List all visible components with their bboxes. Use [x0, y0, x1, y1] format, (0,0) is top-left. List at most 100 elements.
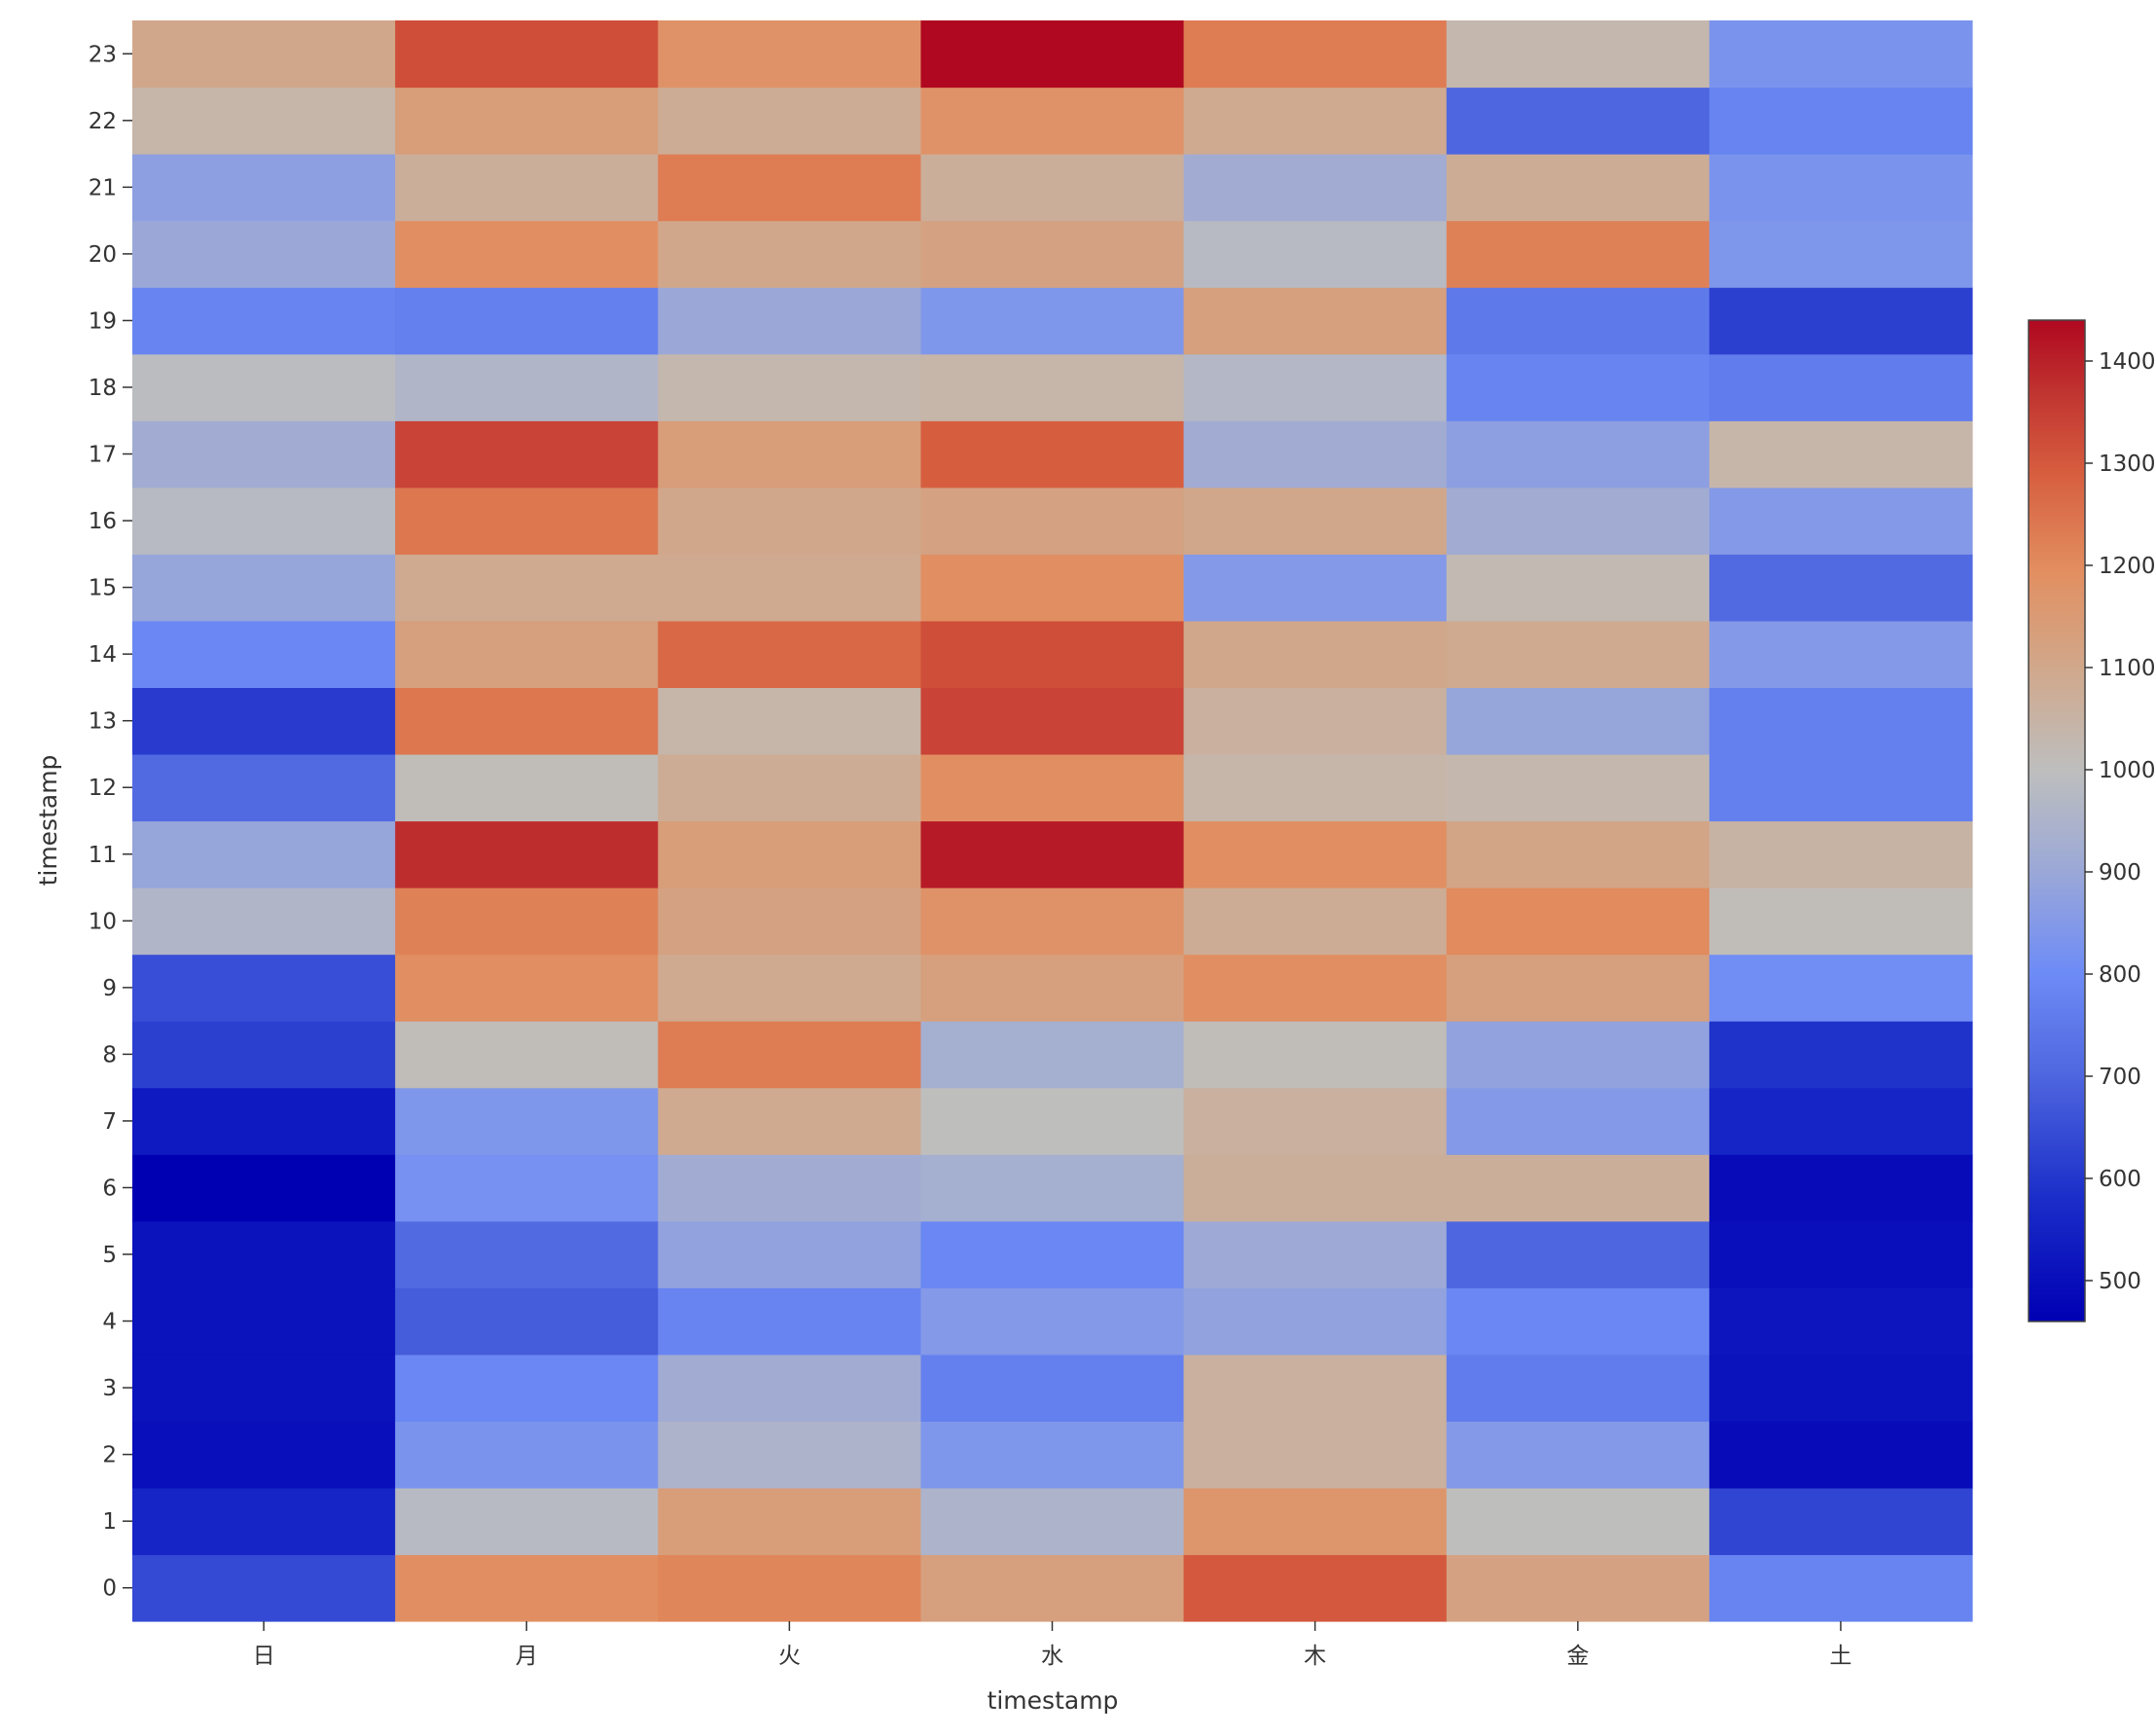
- heatmap-cell: [1446, 753, 1710, 822]
- heatmap-cell: [658, 1021, 922, 1089]
- x-tick-label: 金: [1566, 1644, 1589, 1669]
- y-tick-label: 12: [89, 776, 117, 801]
- heatmap-cell: [395, 687, 659, 755]
- heatmap-cell: [658, 353, 922, 421]
- heatmap-cell: [658, 220, 922, 288]
- heatmap-cell: [395, 753, 659, 822]
- colorbar-tick-label: 800: [2099, 962, 2141, 988]
- heatmap-cell: [132, 487, 396, 555]
- heatmap-cell: [132, 220, 396, 288]
- y-tick-label: 2: [102, 1443, 117, 1468]
- y-tick-label: 20: [89, 242, 117, 268]
- heatmap-cell: [395, 154, 659, 222]
- heatmap-cell: [395, 87, 659, 155]
- colorbar: 500 600 700 800 900 1000 1100 1200 1300 1400: [2028, 319, 2156, 1322]
- heatmap-cell: [132, 20, 396, 89]
- heatmap-cell: [920, 420, 1185, 488]
- heatmap-cell: [1183, 20, 1448, 89]
- heatmap-cell: [658, 954, 922, 1022]
- colorbar-tick-label: 1200: [2099, 554, 2156, 579]
- heatmap-cell: [658, 1354, 922, 1422]
- heatmap-cell: [920, 220, 1185, 288]
- heatmap-cell: [1446, 1087, 1710, 1155]
- heatmap-cell: [132, 887, 396, 956]
- heatmap-cell: [1708, 353, 1973, 421]
- heatmap-cell: [1446, 20, 1710, 89]
- heatmap-cell: [920, 1354, 1185, 1422]
- y-tick-label: 16: [89, 509, 117, 534]
- colorbar-tick-label: 700: [2099, 1065, 2141, 1090]
- y-tick-label: 15: [89, 576, 117, 601]
- colorbar-tick-label: 1400: [2099, 349, 2156, 375]
- heatmap-cell: [658, 287, 922, 355]
- heatmap-cell: [395, 554, 659, 622]
- colorbar-ticks: 500 600 700 800 900 1000 1100 1200 1300 1400: [2085, 349, 2156, 1294]
- y-tick-label: 23: [89, 42, 117, 67]
- heatmap-cell: [132, 1021, 396, 1089]
- heatmap-cell: [658, 420, 922, 488]
- heatmap-cell: [1183, 1154, 1448, 1222]
- heatmap-cell: [1183, 820, 1448, 888]
- y-tick-label: 11: [89, 843, 117, 868]
- heatmap-cell: [1708, 20, 1973, 89]
- heatmap-cell: [1183, 154, 1448, 222]
- heatmap-cell: [1183, 554, 1448, 622]
- heatmap-cell: [658, 554, 922, 622]
- heatmap-cell: [395, 287, 659, 355]
- heatmap-cell: [1446, 954, 1710, 1022]
- heatmap-cell: [658, 1220, 922, 1288]
- heatmap-cell: [1446, 1287, 1710, 1356]
- heatmap-cell: [658, 820, 922, 888]
- heatmap-cell: [1183, 487, 1448, 555]
- heatmap-cell: [1183, 353, 1448, 421]
- heatmap-cell: [920, 1087, 1185, 1155]
- colorbar-tick-label: 900: [2099, 860, 2141, 886]
- heatmap-cell: [920, 554, 1185, 622]
- heatmap-cell: [920, 154, 1185, 222]
- heatmap-cell: [658, 20, 922, 89]
- heatmap-cell: [1183, 220, 1448, 288]
- y-tick-label: 19: [89, 308, 117, 334]
- heatmap-cell: [132, 87, 396, 155]
- heatmap-cell: [1708, 1354, 1973, 1422]
- heatmap-cell: [920, 954, 1185, 1022]
- heatmap-cell: [920, 753, 1185, 822]
- heatmap-cell: [1183, 1220, 1448, 1288]
- heatmap-cell: [1708, 820, 1973, 888]
- heatmap-cell: [920, 87, 1185, 155]
- colorbar-gradient: [2028, 319, 2086, 1322]
- heatmap-cell: [395, 1287, 659, 1356]
- heatmap-cell: [1446, 487, 1710, 555]
- heatmap-cell: [395, 1487, 659, 1556]
- heatmap-cell: [1708, 753, 1973, 822]
- y-tick-label: 7: [102, 1109, 117, 1135]
- y-tick-label: 4: [102, 1310, 117, 1335]
- y-tick-label: 9: [102, 976, 117, 1001]
- heatmap-cell: [1708, 220, 1973, 288]
- heatmap-cell: [920, 487, 1185, 555]
- y-tick-label: 3: [102, 1376, 117, 1401]
- heatmap-cell: [132, 353, 396, 421]
- heatmap-cell: [658, 1487, 922, 1556]
- heatmap-cell: [132, 1487, 396, 1556]
- heatmap-cell: [132, 954, 396, 1022]
- x-tick-label: 木: [1304, 1644, 1326, 1669]
- heatmap-cell: [132, 1554, 396, 1622]
- heatmap-cell: [132, 687, 396, 755]
- heatmap-cell: [395, 954, 659, 1022]
- heatmap-cell: [1446, 420, 1710, 488]
- heatmap-cell: [1708, 1287, 1973, 1356]
- heatmap-cell: [1446, 154, 1710, 222]
- heatmap-cell: [395, 420, 659, 488]
- heatmap-cell: [920, 887, 1185, 956]
- heatmap-cell: [132, 554, 396, 622]
- x-axis-ticks: 日月火水木金土: [253, 1621, 1851, 1669]
- colorbar-tick-label: 500: [2099, 1269, 2141, 1294]
- heatmap-cell: [920, 353, 1185, 421]
- y-tick-label: 0: [102, 1576, 117, 1602]
- heatmap-cell: [395, 820, 659, 888]
- heatmap-cell: [395, 1554, 659, 1622]
- heatmap-cell: [658, 487, 922, 555]
- heatmap-cell: [132, 1354, 396, 1422]
- heatmap-cell: [395, 1021, 659, 1089]
